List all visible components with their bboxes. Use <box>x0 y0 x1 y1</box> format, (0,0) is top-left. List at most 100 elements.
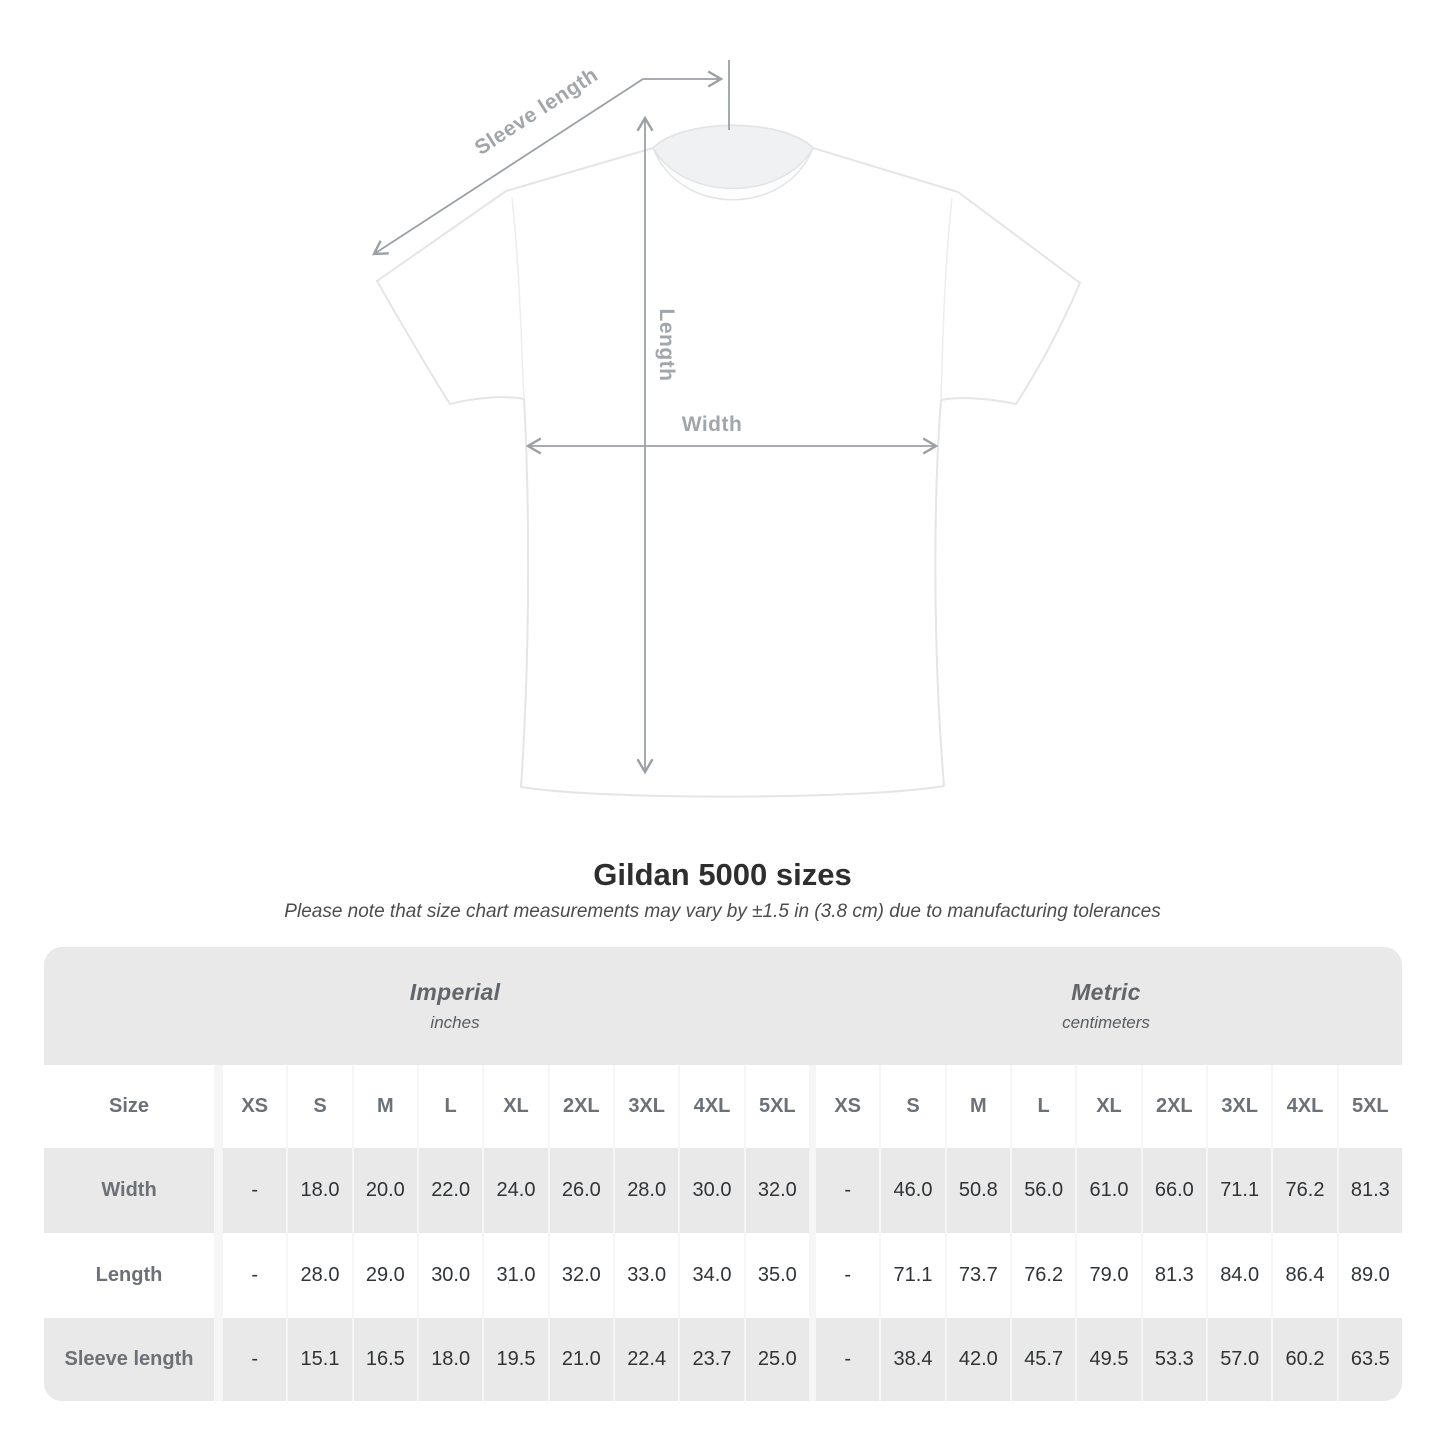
size-header-cell: 5XL <box>745 1065 809 1148</box>
column-spacer <box>216 1065 221 1148</box>
section-spacer <box>811 1065 814 1148</box>
value-cell: - <box>815 1233 880 1318</box>
size-header-cell: M <box>353 1065 417 1148</box>
value-cell: 20.0 <box>353 1148 417 1233</box>
right-sleeve-seam <box>940 197 953 401</box>
value-cell: - <box>223 1148 287 1233</box>
value-cell: 56.0 <box>1011 1148 1076 1233</box>
value-cell: 86.4 <box>1273 1233 1337 1318</box>
value-cell: 81.3 <box>1338 1148 1402 1233</box>
column-spacer <box>216 1233 221 1318</box>
value-cell: 30.0 <box>418 1233 483 1318</box>
value-cell: 61.0 <box>1077 1148 1141 1233</box>
metric-label: Metric <box>1071 979 1141 1005</box>
value-cell: 71.1 <box>881 1233 945 1318</box>
value-cell: 76.2 <box>1011 1233 1076 1318</box>
unit-header-band: Imperial inches Metric centimeters <box>44 947 1402 1065</box>
size-header-cell: 4XL <box>680 1065 744 1148</box>
size-header-cell: M <box>946 1065 1010 1148</box>
table-row: Length -28.0 29.0 30.0 31.0 32.0 33.0 34.0 35.0-… <box>44 1233 1402 1318</box>
metric-unit-label: centimeters <box>1062 1013 1150 1032</box>
section-spacer <box>811 1148 814 1233</box>
size-table: Imperial inches Metric centimeters Size X… <box>44 947 1402 1401</box>
table-row: Width -18.0 20.0 22.0 24.0 26.0 28.0 30.0 32.0-4… <box>44 1148 1402 1233</box>
left-sleeve-seam <box>511 197 525 400</box>
value-cell: 71.1 <box>1207 1148 1272 1233</box>
value-cell: 19.5 <box>484 1318 548 1401</box>
value-cell: 63.5 <box>1338 1318 1402 1401</box>
column-spacer <box>216 1318 221 1401</box>
size-header-cell: 5XL <box>1338 1065 1402 1148</box>
value-cell: 28.0 <box>614 1148 679 1233</box>
size-header-cell: 3XL <box>1207 1065 1272 1148</box>
value-cell: 32.0 <box>549 1233 613 1318</box>
value-cell: 18.0 <box>288 1148 352 1233</box>
page-subtitle: Please note that size chart measurements… <box>284 901 1161 922</box>
value-cell: 81.3 <box>1142 1233 1206 1318</box>
section-spacer <box>811 1233 814 1318</box>
value-cell: 79.0 <box>1077 1233 1141 1318</box>
value-cell: 50.8 <box>946 1148 1010 1233</box>
size-header-cell: 3XL <box>614 1065 679 1148</box>
value-cell: - <box>223 1233 287 1318</box>
length-label: Length <box>655 309 678 382</box>
imperial-label: Imperial <box>409 979 501 1005</box>
size-column-header: Size <box>44 1065 214 1148</box>
value-cell: - <box>815 1148 880 1233</box>
value-cell: 35.0 <box>745 1233 809 1318</box>
value-cell: 46.0 <box>881 1148 945 1233</box>
sleeve-length-label: Sleeve length <box>471 63 603 160</box>
value-cell: 32.0 <box>745 1148 809 1233</box>
value-cell: 89.0 <box>1338 1233 1402 1318</box>
value-cell: - <box>223 1318 287 1401</box>
value-cell: 22.0 <box>418 1148 483 1233</box>
size-header-cell: XS <box>223 1065 287 1148</box>
row-label: Sleeve length <box>44 1318 214 1401</box>
value-cell: 31.0 <box>484 1233 548 1318</box>
value-cell: 45.7 <box>1011 1318 1076 1401</box>
value-cell: 24.0 <box>484 1148 548 1233</box>
value-cell: 15.1 <box>288 1318 352 1401</box>
value-cell: 18.0 <box>418 1318 483 1401</box>
size-header-cell: S <box>288 1065 352 1148</box>
size-header-cell: L <box>418 1065 483 1148</box>
value-cell: 84.0 <box>1207 1233 1272 1318</box>
row-label: Width <box>44 1148 214 1233</box>
value-cell: 60.2 <box>1273 1318 1337 1401</box>
size-header-cell: 2XL <box>549 1065 613 1148</box>
size-header-cell: XL <box>484 1065 548 1148</box>
page-title: Gildan 5000 sizes <box>593 857 852 892</box>
value-cell: 38.4 <box>881 1318 945 1401</box>
value-cell: 25.0 <box>745 1318 809 1401</box>
value-cell: 23.7 <box>680 1318 744 1401</box>
value-cell: 22.4 <box>614 1318 679 1401</box>
imperial-section-header: Imperial inches <box>44 947 810 1065</box>
value-cell: 21.0 <box>549 1318 613 1401</box>
row-label: Length <box>44 1233 214 1318</box>
value-cell: 66.0 <box>1142 1148 1206 1233</box>
metric-section-header: Metric centimeters <box>810 947 1402 1065</box>
value-cell: 57.0 <box>1207 1318 1272 1401</box>
value-cell: 49.5 <box>1077 1318 1141 1401</box>
size-header-cell: S <box>881 1065 945 1148</box>
section-spacer <box>811 1318 814 1401</box>
column-spacer <box>216 1148 221 1233</box>
size-header-cell: XS <box>815 1065 880 1148</box>
value-cell: 53.3 <box>1142 1318 1206 1401</box>
value-cell: 28.0 <box>288 1233 352 1318</box>
value-cell: 30.0 <box>680 1148 744 1233</box>
size-header-row: Size XS S M L XL 2XL 3XL 4XL 5XL XS S M L XL 2XL 3XL 4XL 5… <box>44 1065 1402 1148</box>
value-cell: 33.0 <box>614 1233 679 1318</box>
sleeve-length-arrow <box>374 78 644 254</box>
collar-band <box>652 147 814 201</box>
imperial-unit-label: inches <box>430 1013 480 1032</box>
value-cell: 29.0 <box>353 1233 417 1318</box>
size-header-cell: 2XL <box>1142 1065 1206 1148</box>
tshirt-body <box>376 124 1081 798</box>
size-header-cell: 4XL <box>1273 1065 1337 1148</box>
value-cell: 42.0 <box>946 1318 1010 1401</box>
value-cell: 73.7 <box>946 1233 1010 1318</box>
tshirt-measurement-diagram: Sleeve length Length Width <box>0 60 1081 798</box>
value-cell: - <box>815 1318 880 1401</box>
